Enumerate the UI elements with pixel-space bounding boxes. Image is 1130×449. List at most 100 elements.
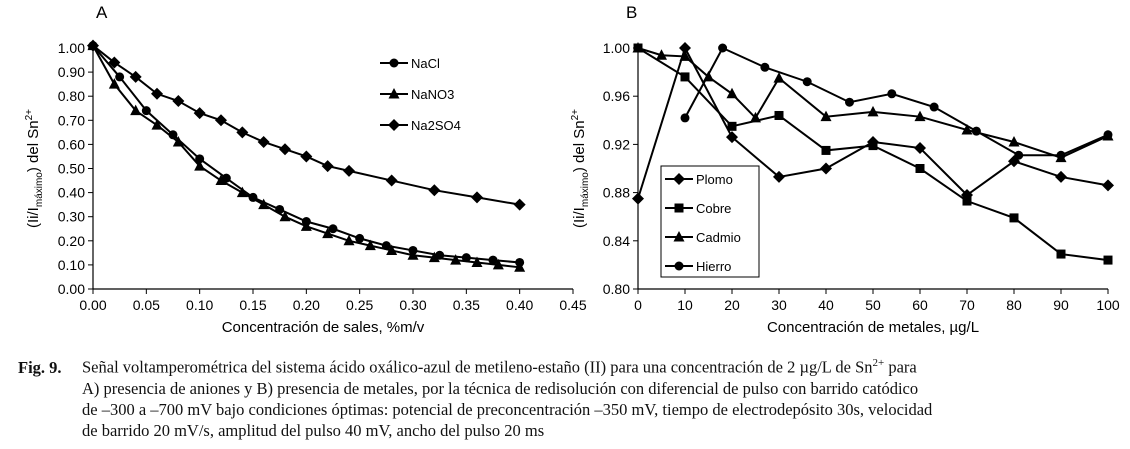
a-data-point-nacl — [328, 224, 338, 234]
b-data-point-cadmio — [773, 72, 785, 83]
a-x-tick-label: 0.30 — [399, 297, 426, 313]
b-data-point-hierro — [802, 77, 812, 87]
a-data-point-nano3 — [386, 244, 398, 255]
b-data-point-cadmio — [914, 110, 926, 122]
b-data-point-cadmio — [632, 42, 644, 53]
a-x-tick-label: 0.45 — [559, 297, 586, 313]
b-y-tick-label: 1.00 — [603, 40, 630, 56]
a-data-point-nano3 — [407, 249, 419, 260]
b-x-axis-label: Concentración de metales, µg/L — [767, 319, 979, 336]
b-data-point-hierro — [680, 113, 690, 123]
b-x-tick-label: 80 — [1006, 297, 1022, 313]
a-data-point-na2so4 — [279, 143, 291, 156]
b-legend-swatch-marker — [673, 173, 685, 185]
figure-caption: Fig. 9. Señal voltamperométrica del siste… — [18, 353, 1118, 441]
a-data-point-na2so4 — [385, 174, 398, 187]
a-legend-label: NaNO3 — [411, 87, 454, 102]
caption-line-1: Fig. 9. Señal voltamperométrica del siste… — [18, 353, 1118, 378]
a-x-tick-label: 0.15 — [239, 297, 266, 313]
a-data-point-nano3 — [172, 135, 184, 147]
chart-panel-a: A 0.00 0.10 0.20 0.30 0.40 0.50 0.60 0.70 0.80 0.9… — [24, 3, 587, 336]
a-data-point-na2so4 — [343, 164, 355, 177]
a-data-point-na2so4 — [513, 198, 526, 211]
a-data-point-nacl — [461, 253, 471, 263]
b-x-tick-label: 70 — [959, 297, 975, 313]
b-data-point-plomo — [773, 170, 785, 183]
a-data-point-na2so4 — [257, 135, 270, 148]
a-data-point-nano3 — [364, 239, 376, 251]
b-data-point-cobre — [727, 121, 737, 131]
b-y-tick-label: 0.92 — [603, 136, 630, 152]
b-data-point-plomo — [632, 192, 644, 205]
a-data-point-nano3 — [450, 254, 462, 265]
b-data-point-hierro — [887, 89, 897, 99]
a-x-tick-label: 0.00 — [79, 297, 106, 313]
b-legend-item-hierro: Hierro — [665, 259, 731, 274]
a-y-tick-label: 0.30 — [58, 209, 85, 225]
a-data-point-na2so4 — [129, 70, 142, 83]
a-data-point-nano3 — [108, 78, 120, 89]
b-legend-item-cobre: Cobre — [665, 201, 731, 216]
a-x-tick-label: 0.05 — [133, 297, 160, 313]
b-legend-frame — [660, 165, 760, 278]
b-x-tick-label: 0 — [634, 297, 642, 313]
b-data-point-plomo — [679, 42, 691, 54]
a-legend: NaCl NaNO3 Na2SO4 — [380, 56, 461, 133]
b-data-point-plomo — [1055, 170, 1067, 183]
b-data-point-plomo — [820, 162, 832, 175]
a-data-point-na2so4 — [108, 56, 121, 69]
b-x-tick-label: 10 — [677, 297, 693, 313]
a-x-tick-label: 0.10 — [186, 297, 213, 313]
b-data-point-plomo — [914, 142, 926, 155]
a-data-point-nano3 — [258, 198, 270, 210]
a-series-nano3 — [87, 39, 526, 272]
b-x-tick-label: 100 — [1096, 297, 1120, 313]
a-data-point-nacl — [141, 106, 151, 116]
caption-text-1a: Señal voltamperométrica del sistema ácid… — [82, 357, 873, 377]
a-data-point-nacl — [488, 255, 498, 265]
a-data-point-na2so4 — [151, 87, 163, 100]
b-legend-item-plomo: Plomo — [665, 172, 733, 187]
b-data-point-cobre — [1009, 213, 1019, 223]
a-data-point-na2so4 — [172, 95, 185, 108]
b-data-point-cobre — [821, 145, 831, 155]
b-x-tick-label: 20 — [724, 297, 740, 313]
a-data-point-na2so4 — [236, 126, 249, 139]
b-series-hierro — [680, 43, 1113, 160]
a-y-tick-label: 0.40 — [58, 185, 85, 201]
a-data-point-nacl — [195, 154, 205, 164]
b-data-point-plomo — [726, 131, 738, 144]
b-legend-label: Cobre — [696, 201, 731, 216]
a-y-tick-label: 0.10 — [58, 257, 85, 273]
a-data-point-na2so4 — [193, 107, 206, 120]
b-y-tick-label: 0.80 — [603, 281, 630, 297]
b-data-point-cadmio — [656, 49, 667, 60]
a-data-point-nano3 — [279, 210, 291, 222]
a-data-point-na2so4 — [471, 191, 483, 204]
b-legend-swatch-marker — [674, 203, 684, 213]
a-y-tick-label: 1.00 — [58, 40, 85, 56]
a-data-point-nano3 — [322, 227, 334, 239]
b-legend-swatch-marker — [674, 261, 684, 271]
b-data-point-cadmio — [1008, 135, 1020, 147]
a-y-tick-label: 0.60 — [58, 136, 85, 152]
a-x-tick-label: 0.40 — [506, 297, 533, 313]
b-data-point-cadmio — [726, 87, 738, 99]
b-legend: Plomo Cobre Cadmio Hierro — [660, 165, 760, 278]
b-data-point-cadmio — [961, 123, 973, 135]
a-y-tick-label: 0.00 — [58, 281, 85, 297]
a-legend-item-nacl: NaCl — [380, 56, 440, 71]
b-data-point-cobre — [868, 141, 878, 151]
b-data-point-hierro — [845, 97, 854, 107]
b-data-point-hierro — [1103, 130, 1113, 140]
b-data-point-hierro — [929, 102, 939, 112]
b-data-point-hierro — [718, 43, 728, 53]
b-data-point-hierro — [760, 62, 770, 72]
b-x-tick-label: 60 — [912, 297, 928, 313]
caption-line-3: de –300 a –700 mV bajo condiciones óptim… — [82, 399, 933, 419]
a-x-tick-label: 0.20 — [293, 297, 320, 313]
a-y-tick-label: 0.90 — [58, 64, 85, 80]
b-data-point-cobre — [1056, 249, 1066, 259]
a-data-point-nacl — [115, 72, 125, 82]
